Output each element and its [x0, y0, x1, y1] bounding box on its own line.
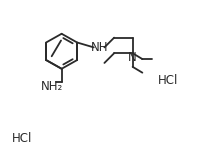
Text: HCl: HCl	[157, 74, 177, 87]
Text: N: N	[128, 51, 136, 64]
Text: NH₂: NH₂	[41, 80, 63, 93]
Text: HCl: HCl	[12, 132, 32, 145]
Text: NH: NH	[90, 41, 107, 54]
